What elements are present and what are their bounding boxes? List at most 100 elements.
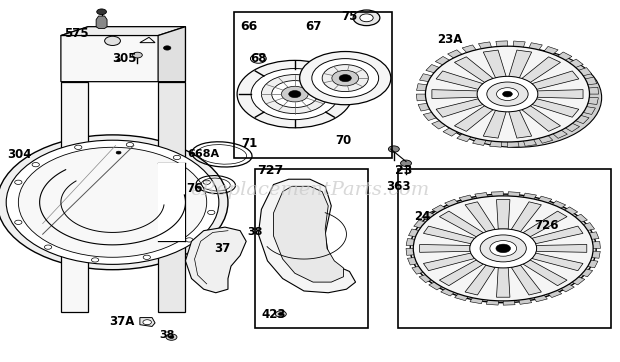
- Polygon shape: [465, 265, 495, 295]
- Polygon shape: [409, 229, 422, 237]
- Circle shape: [74, 145, 82, 150]
- Polygon shape: [551, 201, 565, 210]
- Polygon shape: [590, 241, 600, 248]
- Polygon shape: [538, 134, 553, 143]
- Ellipse shape: [428, 210, 453, 216]
- Polygon shape: [140, 317, 155, 327]
- Polygon shape: [582, 77, 597, 85]
- Polygon shape: [412, 266, 426, 274]
- Text: 37: 37: [214, 242, 230, 255]
- Polygon shape: [423, 226, 474, 244]
- Circle shape: [143, 255, 151, 260]
- Polygon shape: [513, 41, 525, 49]
- Polygon shape: [462, 45, 477, 54]
- Text: 363: 363: [386, 180, 410, 193]
- Polygon shape: [497, 199, 510, 229]
- Circle shape: [332, 70, 358, 86]
- Circle shape: [275, 311, 286, 317]
- Polygon shape: [532, 226, 583, 244]
- Polygon shape: [445, 199, 460, 208]
- Polygon shape: [475, 193, 488, 200]
- Polygon shape: [532, 253, 583, 271]
- Text: 575: 575: [64, 27, 89, 40]
- Text: 305: 305: [112, 52, 137, 65]
- Polygon shape: [457, 132, 472, 142]
- Polygon shape: [406, 248, 417, 255]
- Circle shape: [480, 235, 526, 262]
- Polygon shape: [587, 232, 599, 240]
- Polygon shape: [533, 294, 547, 302]
- Circle shape: [262, 231, 273, 237]
- Polygon shape: [562, 207, 578, 216]
- Polygon shape: [486, 298, 498, 305]
- Circle shape: [174, 155, 180, 160]
- Circle shape: [503, 91, 512, 97]
- Polygon shape: [61, 82, 88, 312]
- Polygon shape: [454, 57, 493, 83]
- Polygon shape: [259, 179, 355, 293]
- Polygon shape: [537, 196, 552, 205]
- Polygon shape: [420, 74, 435, 82]
- Text: 727: 727: [257, 164, 283, 177]
- Polygon shape: [538, 90, 583, 98]
- Circle shape: [410, 194, 596, 303]
- Bar: [398, 169, 611, 328]
- Polygon shape: [512, 265, 541, 295]
- Polygon shape: [573, 115, 589, 124]
- Polygon shape: [523, 260, 567, 286]
- Circle shape: [92, 258, 99, 262]
- Polygon shape: [589, 251, 600, 258]
- Circle shape: [0, 135, 228, 270]
- Circle shape: [105, 36, 120, 46]
- Text: 75: 75: [341, 9, 358, 22]
- Circle shape: [203, 180, 210, 184]
- Polygon shape: [61, 27, 185, 35]
- Polygon shape: [576, 68, 591, 76]
- Circle shape: [15, 220, 22, 224]
- Polygon shape: [470, 296, 484, 304]
- Polygon shape: [441, 287, 456, 296]
- Polygon shape: [423, 253, 474, 271]
- Polygon shape: [564, 122, 580, 132]
- Circle shape: [169, 336, 174, 338]
- Polygon shape: [509, 110, 532, 138]
- Text: 68: 68: [250, 52, 267, 65]
- Circle shape: [143, 320, 151, 325]
- Polygon shape: [158, 27, 185, 82]
- Polygon shape: [570, 276, 585, 285]
- Polygon shape: [420, 244, 470, 252]
- Polygon shape: [158, 82, 185, 312]
- Polygon shape: [435, 56, 451, 66]
- Polygon shape: [414, 220, 428, 228]
- Circle shape: [250, 54, 266, 63]
- Circle shape: [425, 46, 590, 142]
- Circle shape: [414, 196, 593, 301]
- Polygon shape: [492, 191, 503, 198]
- Polygon shape: [416, 94, 429, 101]
- Polygon shape: [436, 99, 483, 117]
- Circle shape: [133, 52, 143, 58]
- Polygon shape: [522, 57, 560, 83]
- Circle shape: [251, 68, 339, 119]
- Polygon shape: [448, 50, 464, 59]
- Polygon shape: [522, 106, 560, 131]
- Polygon shape: [407, 257, 420, 265]
- Circle shape: [281, 86, 308, 102]
- Bar: [255, 169, 368, 328]
- Text: 76: 76: [187, 182, 203, 195]
- Circle shape: [487, 82, 528, 106]
- Polygon shape: [185, 227, 246, 293]
- Circle shape: [299, 51, 391, 105]
- Circle shape: [278, 313, 283, 315]
- Circle shape: [116, 151, 121, 154]
- Polygon shape: [509, 50, 532, 78]
- Circle shape: [353, 10, 380, 26]
- Polygon shape: [573, 214, 587, 223]
- Polygon shape: [426, 64, 442, 73]
- Polygon shape: [483, 110, 506, 138]
- Polygon shape: [585, 260, 598, 268]
- Polygon shape: [273, 186, 343, 282]
- Text: 38: 38: [247, 227, 263, 237]
- Polygon shape: [507, 140, 519, 147]
- Polygon shape: [432, 120, 448, 129]
